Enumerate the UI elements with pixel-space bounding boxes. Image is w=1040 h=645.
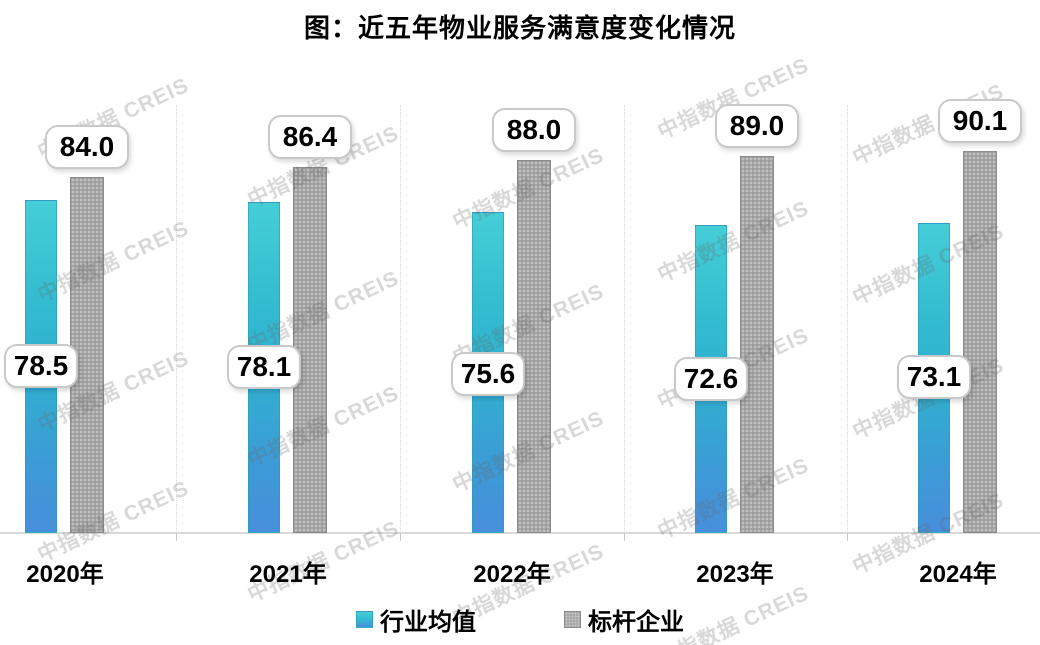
category-separator xyxy=(176,105,177,533)
benchmark-bar xyxy=(517,160,551,533)
industry-average-value-label: 75.6 xyxy=(451,352,525,396)
legend-label-benchmark: 标杆企业 xyxy=(588,609,684,636)
category-separator xyxy=(847,105,848,533)
x-axis-label: 2022年 xyxy=(473,561,551,588)
benchmark-value-label: 84.0 xyxy=(45,125,129,169)
legend-item-benchmark: 标杆企业 xyxy=(564,602,684,637)
x-axis-label: 2020年 xyxy=(26,561,104,588)
benchmark-bar xyxy=(293,167,327,533)
benchmark-bar xyxy=(963,151,997,533)
industry-average-value-label: 72.6 xyxy=(674,357,748,401)
industry-average-value-label: 73.1 xyxy=(897,355,971,399)
category-separator xyxy=(400,105,401,533)
industry-average-value-label: 78.5 xyxy=(4,344,78,388)
benchmark-bar xyxy=(740,156,774,533)
axis-tick xyxy=(847,533,848,541)
benchmark-value-label: 88.0 xyxy=(492,108,576,152)
chart-title: 图：近五年物业服务满意度变化情况 xyxy=(303,13,736,43)
industry-average-swatch-icon xyxy=(356,611,373,628)
x-axis-label: 2021年 xyxy=(249,561,327,588)
axis-tick xyxy=(624,533,625,541)
benchmark-value-label: 86.4 xyxy=(268,115,352,159)
x-axis-label: 2024年 xyxy=(919,561,997,588)
legend-item-industry: 行业均值 xyxy=(356,602,476,637)
industry-average-value-label: 78.1 xyxy=(227,345,301,389)
benchmark-value-label: 90.1 xyxy=(938,99,1022,143)
axis-tick xyxy=(400,533,401,541)
axis-tick xyxy=(176,533,177,541)
category-separator xyxy=(624,105,625,533)
legend-label-industry: 行业均值 xyxy=(380,609,476,636)
watermark-text: 中指数据 CREIS xyxy=(34,216,193,307)
legend: 行业均值 标杆企业 xyxy=(0,602,1040,637)
x-axis-line xyxy=(0,532,1040,534)
x-axis-label: 2023年 xyxy=(696,561,774,588)
benchmark-value-label: 89.0 xyxy=(715,104,799,148)
benchmark-swatch-icon xyxy=(564,611,581,628)
